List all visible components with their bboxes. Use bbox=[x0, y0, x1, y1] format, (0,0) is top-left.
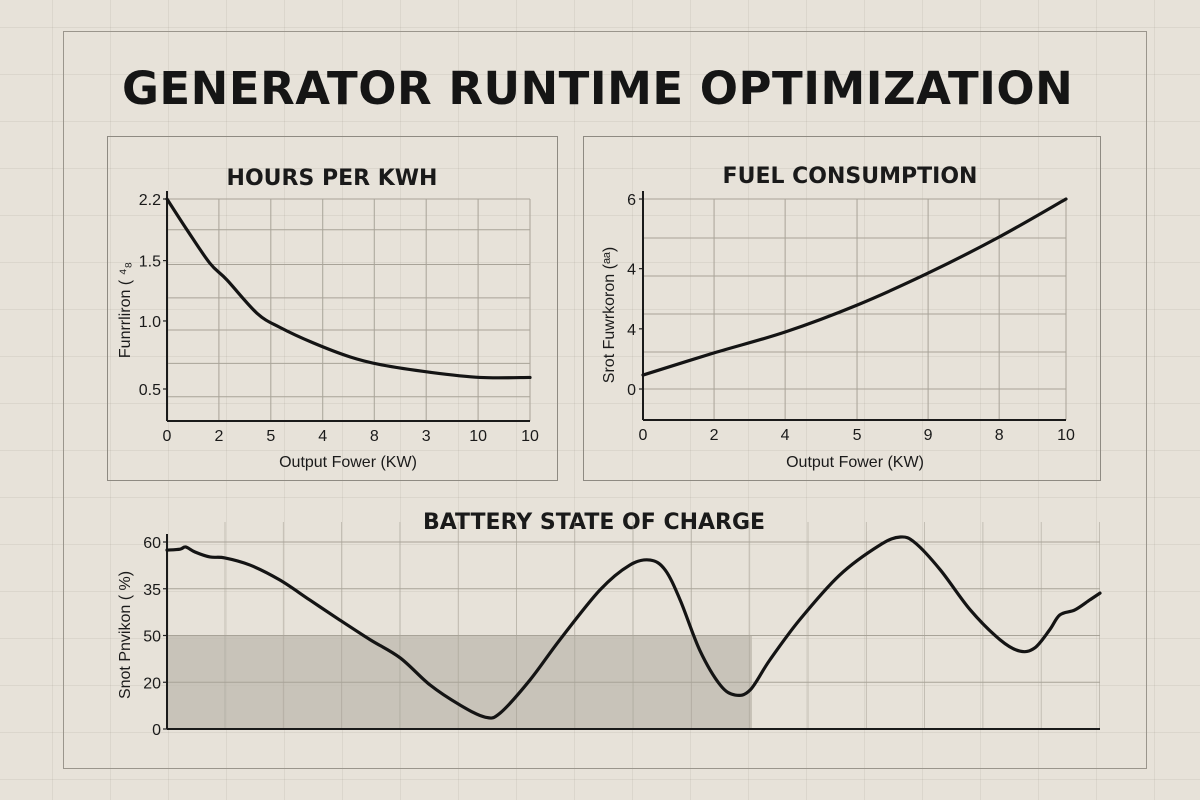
x-tick-label: 2 bbox=[710, 427, 719, 444]
x-tick-label: 4 bbox=[781, 427, 790, 444]
x-tick-label: 10 bbox=[1057, 427, 1075, 444]
page-title: GENERATOR RUNTIME OPTIMIZATION bbox=[122, 62, 1074, 115]
chart-title-battery: BATTERY STATE OF CHARGE bbox=[423, 510, 765, 535]
y-tick-label: 0.5 bbox=[139, 382, 161, 399]
y-tick-label: 0 bbox=[627, 382, 636, 399]
y-tick-label: 0 bbox=[152, 722, 161, 739]
y-tick-label: 35 bbox=[143, 582, 161, 599]
y-tick-label: 20 bbox=[143, 675, 161, 692]
series-line bbox=[165, 197, 532, 380]
series-line bbox=[641, 197, 1068, 377]
x-tick-label: 3 bbox=[422, 428, 431, 445]
x-tick-label: 0 bbox=[163, 428, 172, 445]
chart-title-fuel: FUEL CONSUMPTION bbox=[723, 164, 978, 189]
x-tick-label: 5 bbox=[853, 427, 862, 444]
y-axis-label-battery: Snot Pnvikon ( %) bbox=[117, 571, 134, 699]
x-axis-label-fuel: Output Fower (KW) bbox=[786, 454, 924, 471]
y-tick-label: 60 bbox=[143, 535, 161, 552]
hours-per-kwh-panel bbox=[107, 136, 558, 481]
fuel-consumption-panel bbox=[583, 136, 1101, 481]
x-tick-label: 10 bbox=[521, 428, 539, 445]
y-tick-label: 4 bbox=[627, 262, 636, 279]
x-tick-label: 2 bbox=[214, 428, 223, 445]
x-tick-label: 8 bbox=[370, 428, 379, 445]
x-axis-label-hours: Output Fower (KW) bbox=[279, 454, 417, 471]
poster-frame bbox=[63, 31, 1147, 769]
y-tick-label: 2.2 bbox=[139, 192, 161, 209]
y-tick-label: 1.5 bbox=[139, 254, 161, 271]
y-axis-label-hours: Funrrliron ( ⁴₈ bbox=[117, 262, 134, 358]
x-tick-label: 4 bbox=[318, 428, 327, 445]
x-tick-label: 9 bbox=[924, 427, 933, 444]
x-tick-label: 10 bbox=[469, 428, 487, 445]
x-tick-label: 0 bbox=[639, 427, 648, 444]
x-tick-label: 8 bbox=[995, 427, 1004, 444]
y-tick-label: 50 bbox=[143, 629, 161, 646]
y-tick-label: 4 bbox=[627, 322, 636, 339]
y-tick-label: 1.0 bbox=[139, 314, 161, 331]
x-tick-label: 5 bbox=[266, 428, 275, 445]
chart-title-hours: HOURS PER KWH bbox=[227, 166, 438, 191]
y-axis-label-fuel: Srot Fuwrkoron (ᵃᵃ) bbox=[601, 247, 618, 383]
series-line bbox=[165, 535, 1102, 720]
y-tick-label: 6 bbox=[627, 192, 636, 209]
